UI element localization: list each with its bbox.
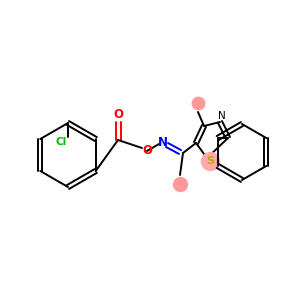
Text: O: O [113, 109, 123, 122]
Text: S: S [206, 156, 214, 166]
Text: O: O [142, 145, 152, 158]
Text: N: N [158, 136, 168, 149]
Text: N: N [218, 111, 226, 121]
Text: Cl: Cl [56, 137, 67, 147]
